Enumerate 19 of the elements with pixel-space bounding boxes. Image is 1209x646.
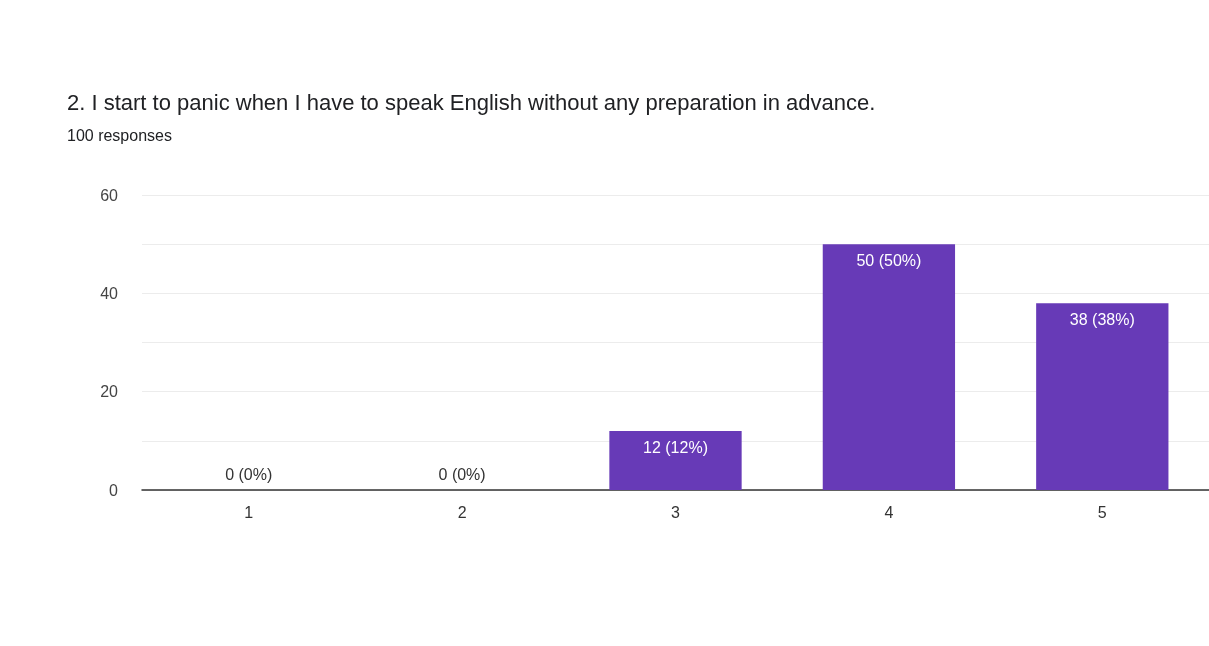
y-tick-label: 60 bbox=[100, 186, 119, 204]
x-tick-label: 3 bbox=[671, 503, 681, 521]
chart-title: 2. I start to panic when I have to speak English without any preparation in advance. bbox=[67, 89, 876, 115]
y-tick-label: 40 bbox=[100, 284, 119, 302]
x-tick-label: 2 bbox=[457, 503, 467, 521]
chart-subtitle: 100 responses bbox=[67, 126, 172, 144]
bar bbox=[822, 244, 956, 490]
y-tick-label: 0 bbox=[109, 481, 119, 499]
data-label: 50 (50%) bbox=[856, 251, 922, 269]
data-label: 38 (38%) bbox=[1069, 310, 1135, 328]
y-tick-label: 20 bbox=[100, 383, 119, 401]
bar bbox=[609, 431, 742, 490]
x-tick-label: 4 bbox=[884, 503, 894, 521]
data-label: 0 (0%) bbox=[438, 465, 486, 483]
x-tick-label: 1 bbox=[244, 503, 254, 521]
bar bbox=[1036, 303, 1169, 490]
data-label: 12 (12%) bbox=[643, 438, 708, 456]
x-tick-label: 5 bbox=[1097, 503, 1107, 521]
data-label: 0 (0%) bbox=[225, 465, 273, 483]
